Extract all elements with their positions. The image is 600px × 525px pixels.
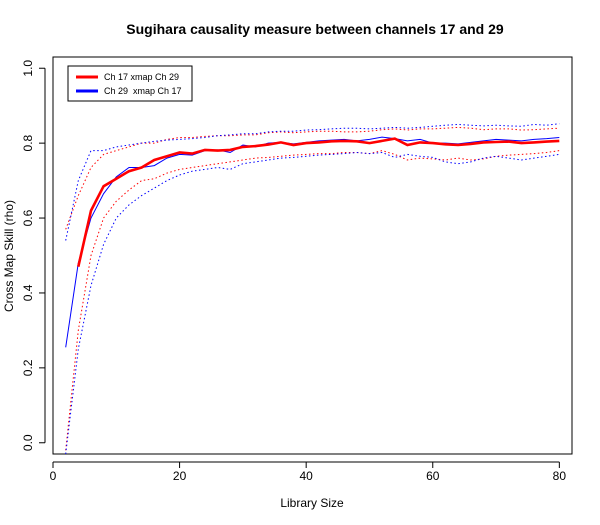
x-tick-label: 20 xyxy=(173,469,187,483)
y-axis-label: Cross Map Skill (rho) xyxy=(2,200,16,312)
confidence-band-ch17 xyxy=(65,126,560,230)
x-tick-label: 60 xyxy=(426,469,440,483)
legend: Ch 17 xmap Ch 29 Ch 29 xmap Ch 17 xyxy=(67,65,193,102)
y-tick-label: 0.4 xyxy=(21,284,35,301)
confidence-band-ch29 xyxy=(65,123,560,241)
x-axis: 0 20 40 60 80 xyxy=(50,461,567,483)
x-tick-label: 80 xyxy=(553,469,567,483)
y-tick-label: 0.6 xyxy=(21,209,35,226)
y-axis: 0.0 0.2 0.4 0.6 0.8 1.0 xyxy=(21,60,46,451)
confidence-band-ch29 xyxy=(65,151,560,455)
chart-title: Sugihara causality measure between chann… xyxy=(126,21,504,37)
x-tick-label: 40 xyxy=(299,469,313,483)
x-tick-label: 0 xyxy=(50,469,57,483)
confidence-band-ch17 xyxy=(65,150,560,451)
series-layer xyxy=(65,123,560,455)
legend-box xyxy=(67,65,193,102)
y-tick-label: 0.8 xyxy=(21,134,35,151)
legend-label-ch17: Ch 17 xmap Ch 29 xyxy=(104,72,179,82)
plot-frame xyxy=(52,56,573,455)
series-line-ch17-xmap-ch29 xyxy=(77,137,560,267)
x-axis-label: Library Size xyxy=(280,496,344,510)
legend-label-ch29: Ch 29 xmap Ch 17 xyxy=(104,86,182,96)
y-tick-label: 0.0 xyxy=(21,434,35,451)
y-tick-label: 0.2 xyxy=(21,359,35,376)
y-tick-label: 1.0 xyxy=(21,60,35,77)
